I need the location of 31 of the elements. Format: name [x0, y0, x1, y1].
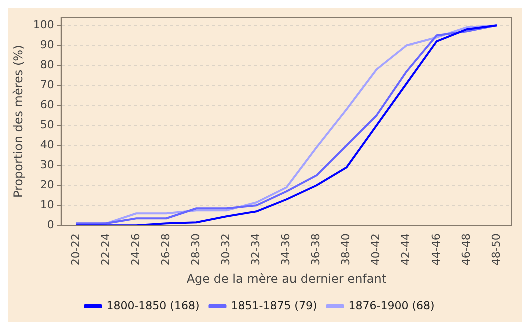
legend-label: 1851-1875 (79): [231, 299, 318, 312]
legend-label: 1800-1850 (168): [106, 299, 200, 312]
x-tick-label: 28-30: [189, 234, 202, 266]
y-tick-label: 70: [40, 78, 54, 92]
legend-label: 1876-1900 (68): [348, 299, 435, 312]
y-tick-label: 80: [40, 58, 54, 72]
x-tick-label: 46-48: [460, 234, 473, 266]
y-tick-label: 0: [47, 218, 54, 232]
x-axis-title: Age de la mère au dernier enfant: [186, 272, 387, 286]
y-tick-label: 30: [40, 158, 54, 172]
y-tick-label: 50: [40, 118, 54, 132]
y-tick-label: 20: [40, 178, 54, 192]
y-tick-label: 10: [40, 198, 54, 212]
x-tick-label: 26-28: [159, 234, 172, 266]
y-tick-label: 90: [40, 38, 54, 52]
x-tick-label: 40-42: [370, 234, 383, 266]
x-tick-label: 36-38: [310, 234, 323, 266]
y-axis-title: Proportion des mères (%): [11, 45, 26, 198]
x-tick-label: 44-46: [430, 234, 443, 266]
x-tick-label: 20-22: [69, 234, 82, 266]
x-tick-label: 32-34: [250, 234, 263, 266]
x-tick-label: 48-50: [490, 234, 503, 266]
x-tick-label: 34-36: [280, 234, 293, 266]
x-tick-label: 22-24: [99, 234, 112, 266]
x-tick-label: 24-26: [129, 234, 142, 266]
x-tick-label: 42-44: [400, 234, 413, 266]
y-tick-label: 100: [33, 18, 54, 32]
y-tick-label: 60: [40, 98, 54, 112]
y-tick-label: 40: [40, 138, 54, 152]
x-tick-label: 38-40: [340, 234, 353, 266]
x-tick-label: 30-32: [219, 234, 232, 266]
